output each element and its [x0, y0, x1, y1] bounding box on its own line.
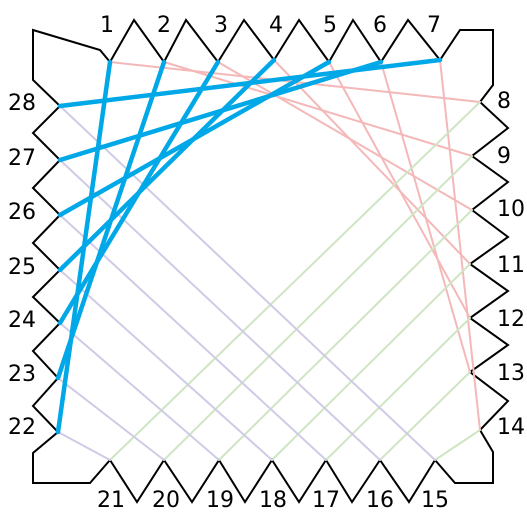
pink-string-5-to-12: [328, 61, 471, 319]
pink-string-7-to-14: [439, 59, 481, 431]
notch-number-14: 14: [497, 415, 525, 440]
highlight-string-4-to-25: [57, 57, 277, 273]
notch-number-1: 1: [100, 13, 114, 38]
lavender-strings: [57, 105, 436, 461]
notched-card-outline: [31, 18, 510, 504]
notch-number-13: 13: [497, 361, 525, 386]
highlight-string-6-to-27: [57, 59, 384, 163]
green-string-13-to-16: [379, 371, 471, 461]
pink-string-4-to-11: [273, 59, 471, 265]
pink-string-6-to-13: [380, 61, 471, 373]
notch-number-26: 26: [8, 200, 36, 225]
notch-number-20: 20: [152, 488, 180, 513]
notch-number-16: 16: [366, 488, 394, 513]
notch-number-21: 21: [97, 488, 125, 513]
pink-string-3-to-10: [217, 61, 473, 211]
notch-numbers: 1 2 3 4 5 6 7 8 9 10 11 12 13 14 15 16 1…: [8, 13, 525, 513]
notch-number-6: 6: [373, 13, 387, 38]
pink-string-2-to-9: [163, 61, 473, 157]
highlight-string-5-to-26: [57, 59, 332, 218]
notch-number-5: 5: [323, 13, 337, 38]
notch-number-8: 8: [497, 89, 511, 114]
notch-number-2: 2: [157, 13, 171, 38]
green-strings: [109, 101, 481, 461]
highlight-strings: [55, 57, 443, 435]
lavender-string-25-to-18: [59, 269, 273, 461]
green-string-11-to-18: [271, 263, 471, 461]
notch-number-4: 4: [269, 13, 283, 38]
notch-number-15: 15: [421, 488, 449, 513]
card-outline: [31, 18, 510, 504]
notch-number-18: 18: [259, 488, 287, 513]
notch-number-17: 17: [312, 488, 340, 513]
notch-number-22: 22: [8, 415, 36, 440]
notch-number-3: 3: [214, 13, 228, 38]
notch-number-7: 7: [427, 13, 441, 38]
lavender-string-26-to-17: [59, 214, 327, 461]
green-string-10-to-19: [218, 209, 473, 461]
notch-number-25: 25: [8, 255, 36, 280]
notch-number-10: 10: [497, 197, 525, 222]
green-string-14-to-15: [434, 429, 481, 461]
green-string-8-to-21: [109, 101, 481, 461]
notch-number-28: 28: [8, 91, 36, 116]
notch-number-9: 9: [497, 144, 511, 169]
lavender-string-22-to-21: [57, 431, 111, 461]
notch-number-23: 23: [8, 362, 36, 387]
notch-number-24: 24: [8, 308, 36, 333]
highlight-string-7-to-28: [57, 57, 443, 109]
notch-number-11: 11: [497, 253, 525, 278]
notch-number-12: 12: [497, 307, 525, 332]
notch-number-27: 27: [8, 146, 36, 171]
pink-strings: [109, 59, 481, 431]
green-string-12-to-17: [325, 317, 471, 461]
notch-number-19: 19: [206, 488, 234, 513]
lavender-string-23-to-20: [57, 377, 165, 461]
lavender-string-28-to-15: [59, 105, 436, 461]
lavender-string-24-to-19: [59, 322, 220, 461]
